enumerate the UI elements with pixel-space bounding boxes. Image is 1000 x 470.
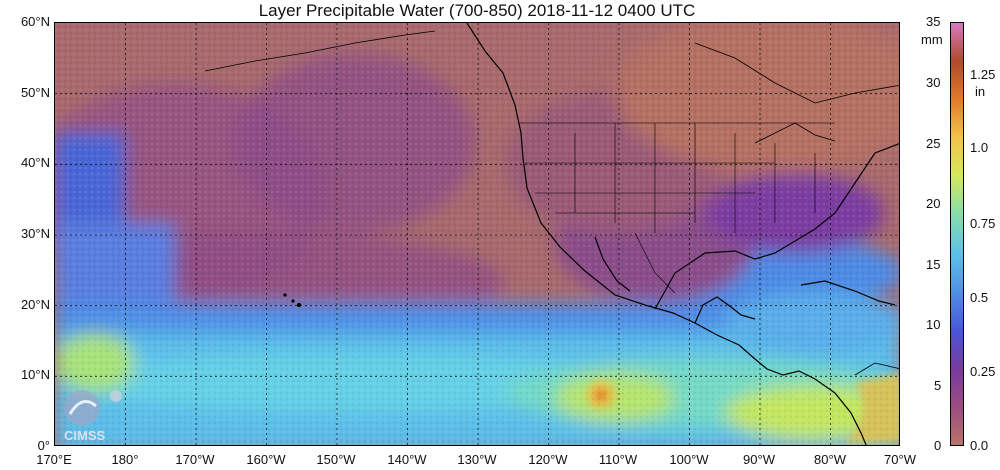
coastlines [204, 23, 899, 445]
lon-label: 100°W [669, 452, 709, 467]
lat-label: 10°N [20, 367, 50, 382]
colorbar-mm-tick: 30 [926, 75, 941, 90]
colorbar-mm-unit: mm [921, 32, 943, 47]
graticule [55, 23, 899, 445]
lon-label: 140°W [387, 452, 427, 467]
colorbar-in-tick: 1.25 [970, 67, 996, 82]
colorbar-mm-tick: 0 [934, 438, 942, 453]
lat-label: 0° [37, 438, 50, 453]
state-borders [519, 122, 835, 294]
lat-label: 30°N [20, 226, 50, 241]
colorbar-in-tick: 0.5 [970, 290, 989, 305]
cimss-logo: CIMSS [56, 384, 136, 444]
svg-text:CIMSS: CIMSS [64, 428, 106, 443]
lon-label: 90°W [743, 452, 775, 467]
colorbar-in-tick: 0.75 [970, 216, 996, 231]
lon-label: 150°W [316, 452, 356, 467]
lon-label: 110°W [598, 452, 638, 467]
colorbar-mm-tick: 25 [926, 136, 941, 151]
lat-label: 20°N [20, 297, 50, 312]
colorbar-in-tick: 0.0 [970, 438, 989, 453]
colorbar-mm-tick: 20 [926, 196, 941, 211]
colorbar-in-unit: in [975, 84, 986, 99]
lat-label: 60°N [20, 14, 50, 29]
lon-label: 130°W [457, 452, 497, 467]
colorbar-mm-tick: 15 [926, 257, 941, 272]
colorbar-mm-tick: 35 [926, 14, 941, 29]
lon-label: 180° [111, 452, 139, 467]
lon-label: 170°W [175, 452, 215, 467]
colorbar-in-tick: 1.0 [970, 140, 989, 155]
lon-label: 120°W [528, 452, 568, 467]
colorbar-mm-tick: 10 [926, 317, 941, 332]
colorbar-mm-tick: 5 [934, 378, 942, 393]
lon-label: 80°W [814, 452, 846, 467]
lon-label: 160°W [246, 452, 286, 467]
lat-label: 50°N [20, 85, 50, 100]
lat-label: 40°N [20, 155, 50, 170]
lon-label: 170°E [36, 452, 72, 467]
colorbar [950, 22, 964, 446]
colorbar-in-tick: 0.25 [970, 364, 996, 379]
precipitable-water-map [54, 22, 900, 446]
lon-label: 70°W [884, 452, 916, 467]
map-title: Layer Precipitable Water (700-850) 2018-… [258, 1, 696, 20]
